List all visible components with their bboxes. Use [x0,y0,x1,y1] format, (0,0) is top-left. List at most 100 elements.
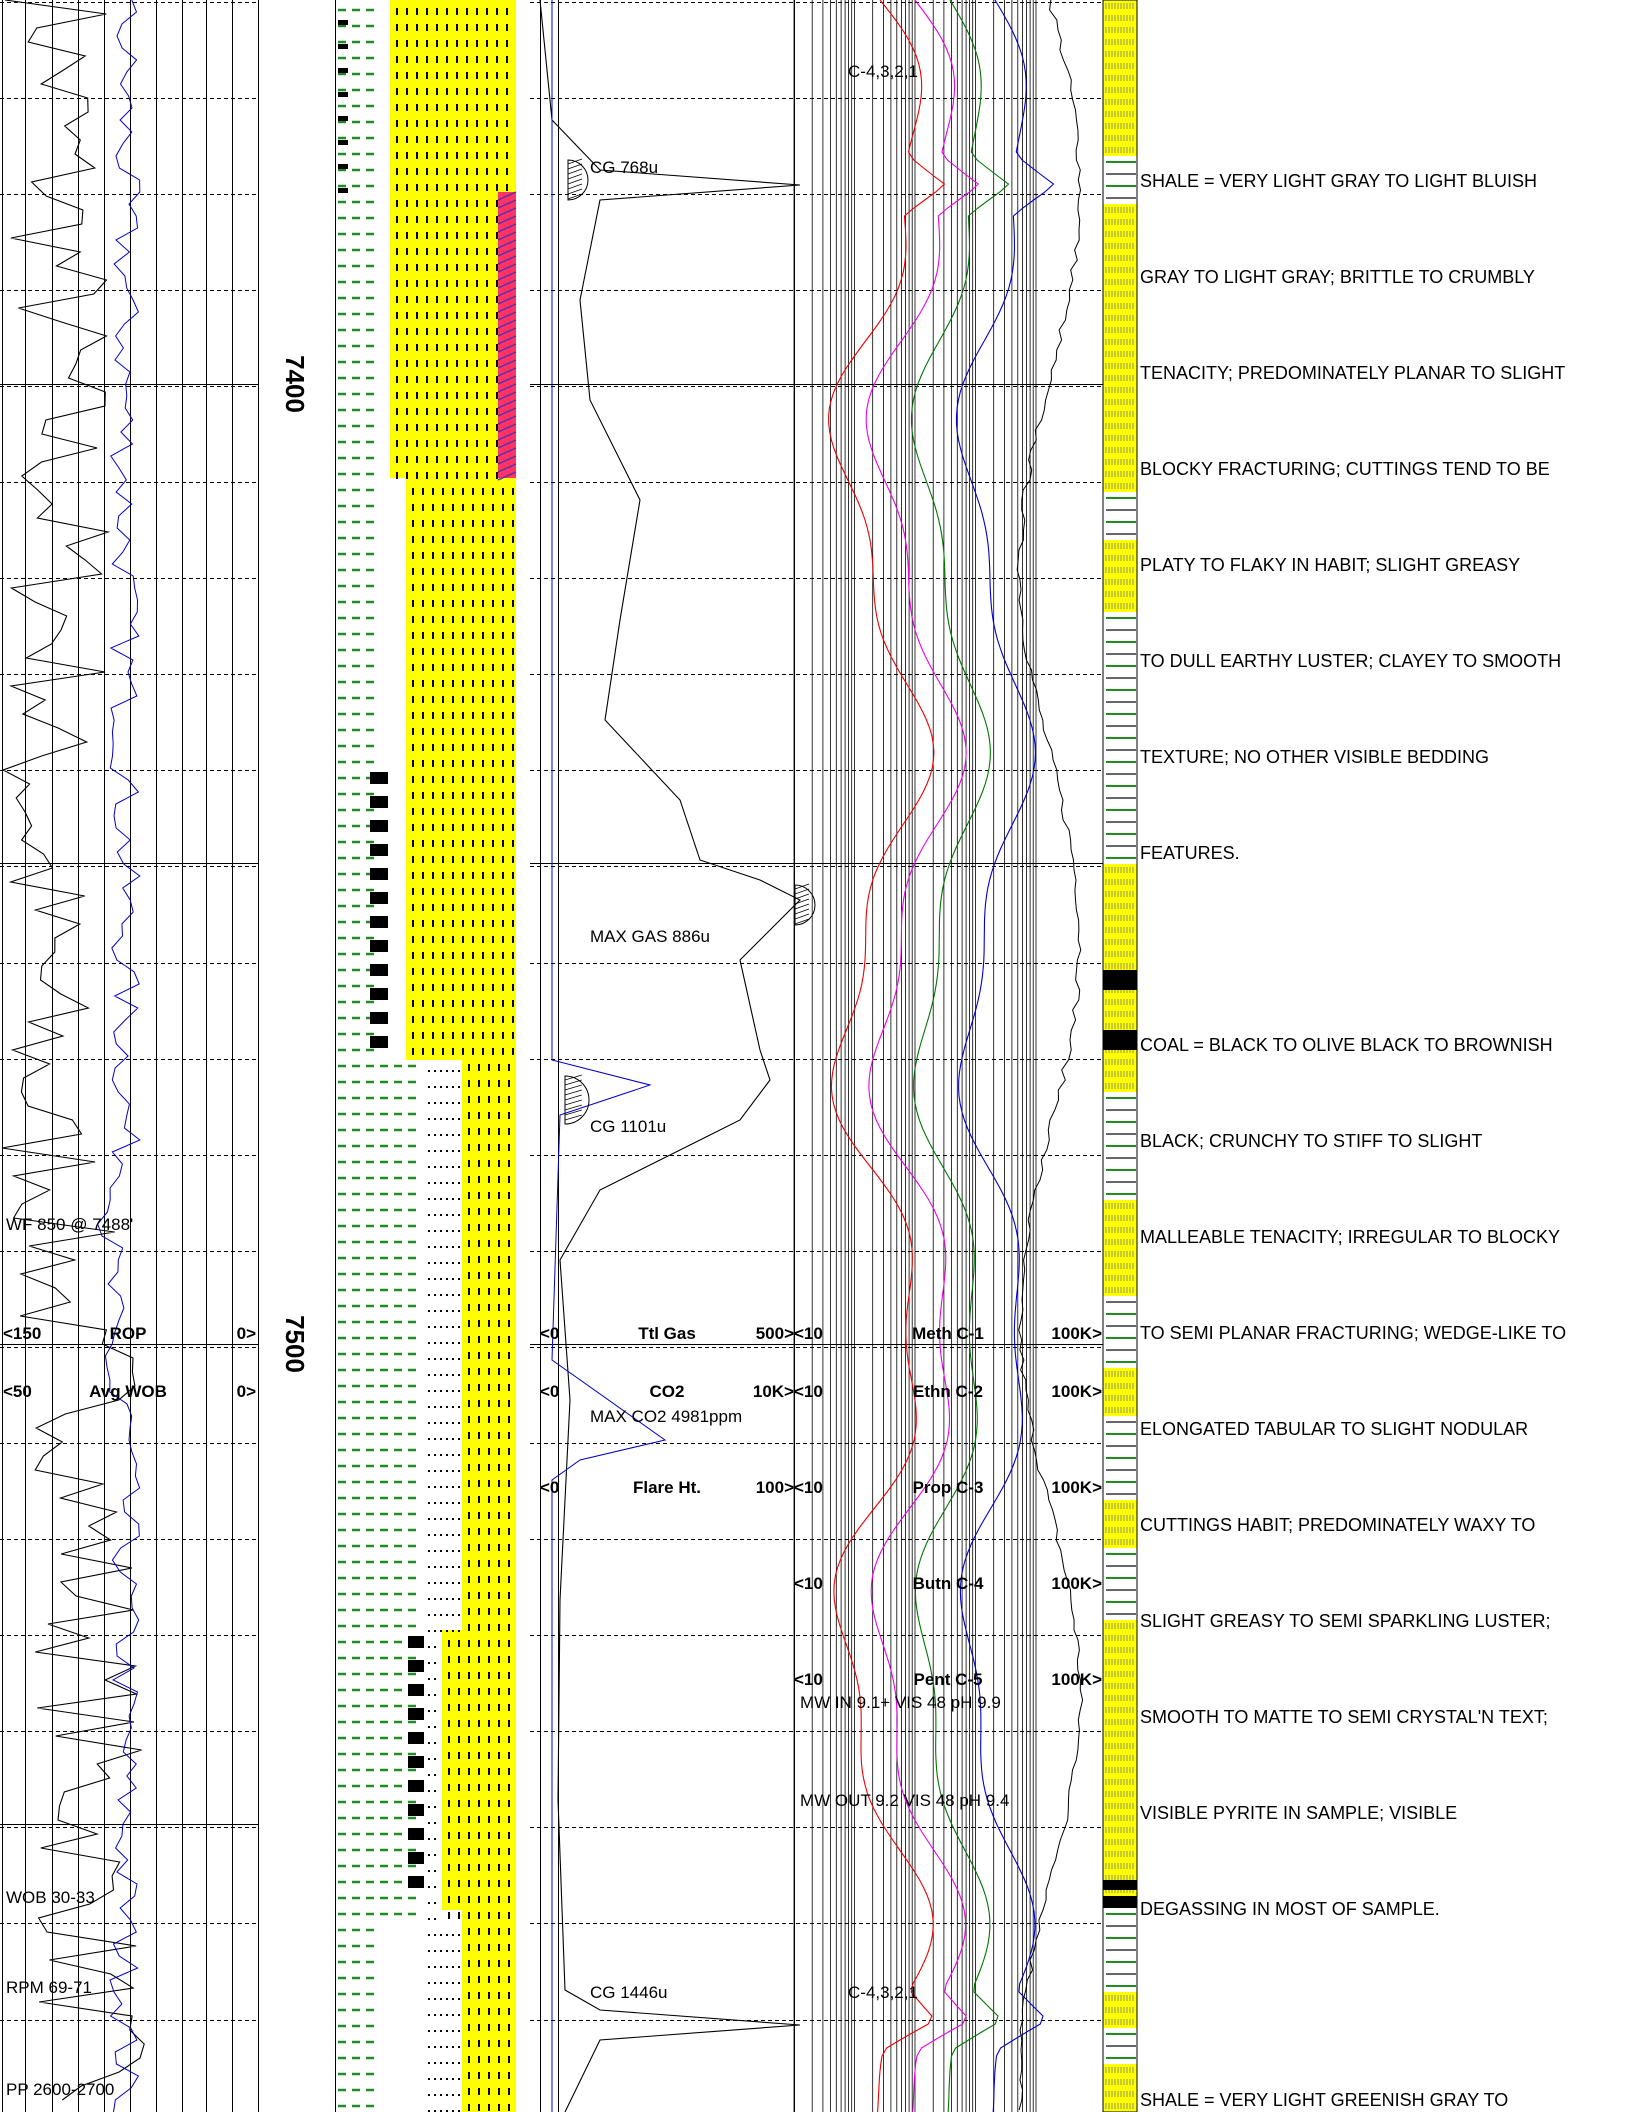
sand-dot [396,184,398,191]
sand-dot [442,1032,444,1039]
lithology-column [336,0,1138,2112]
strip-silt [1103,2016,1137,2028]
gas-show-hatch-line [794,908,810,915]
sand-dot [462,536,464,543]
sand-dot [446,472,448,479]
silt-dot [446,1182,448,1184]
sand-dot [436,120,438,127]
gas-annotation: MAX CO2 4981ppm [590,1407,742,1426]
sand-dot [468,1528,470,1535]
sand-dot [468,1416,470,1423]
sand-dot [426,136,428,143]
sand-dot [486,24,488,31]
sand-dot [498,1688,500,1695]
sand-dot [512,904,514,911]
sand-dot [442,1016,444,1023]
sand-dot [452,1048,454,1055]
sand-dot [462,936,464,943]
silt-dot [440,2094,442,2096]
coal-block [370,1036,388,1048]
sand-dot [476,56,478,63]
sand-dot [396,408,398,415]
sand-dot [508,1592,510,1599]
sand-dot [478,2104,480,2111]
sand-dot [502,968,504,975]
sand-dot [468,1448,470,1455]
sand-dot [492,616,494,623]
sand-dot [512,824,514,831]
sand-dot [492,584,494,591]
fracture-hatch [497,407,517,417]
sand-dot [478,1544,480,1551]
silt-dot [446,1438,448,1440]
sand-dot [396,72,398,79]
sand-dot [462,696,464,703]
sand-dot [446,408,448,415]
strip-silt [1103,1764,1137,1776]
sand-dot [416,424,418,431]
silt-dot [458,2078,460,2080]
silt-dot [428,1278,430,1280]
silt-dot [458,1518,460,1520]
sand-dot [476,424,478,431]
sand-dot [488,1240,490,1247]
sand-dot [478,1192,480,1199]
sand-dot [472,488,474,495]
sand-dot [432,744,434,751]
sand-dot [508,1976,510,1983]
sand-dot [406,344,408,351]
sand-dot [472,648,474,655]
strip-silt [1103,1020,1137,1032]
sand-dot [492,1016,494,1023]
sand-dot [468,1736,470,1743]
sand-dot [472,712,474,719]
strip-silt [1103,240,1137,252]
sand-dot [476,168,478,175]
sand-dot [458,1688,460,1695]
sand-dot [488,2056,490,2063]
sand-dot [466,168,468,175]
sand-dot [498,1976,500,1983]
sand-dot [468,1656,470,1663]
sand-dot [488,1256,490,1263]
sand-dot [446,456,448,463]
sand-dot [468,1800,470,1807]
strip-silt [1103,1080,1137,1092]
sand-dot [412,872,414,879]
sand-dot [406,424,408,431]
sand-dot [466,24,468,31]
sand-dot [416,296,418,303]
sand-dot [512,728,514,735]
sand-dot [508,1560,510,1567]
sand-dot [442,584,444,591]
scale-name: Ttl Gas [638,1324,696,1343]
sand-dot [406,88,408,95]
sand-dot [498,1304,500,1311]
strip-silt [1103,1512,1137,1524]
sand-dot [458,1864,460,1871]
sand-dot [452,520,454,527]
sand-dot [452,984,454,991]
sand-dot [416,136,418,143]
strip-silt [1103,444,1137,456]
sand-dot [436,248,438,255]
sand-dot [508,1064,510,1071]
sand-dot [478,2008,480,2015]
silt-dot [446,2094,448,2096]
sand-dot [486,312,488,319]
sand-dot [492,856,494,863]
silt-dot [440,1966,442,1968]
sand-dot [396,40,398,47]
sand-dot [406,72,408,79]
sand-dot [488,2040,490,2047]
silt-dot [452,2062,454,2064]
sand-dot [508,1496,510,1503]
silt-dot [434,1454,436,1456]
silt-dot [446,2110,448,2112]
sand-dot [502,680,504,687]
sand-dot [432,1000,434,1007]
sand-dot [436,24,438,31]
sand-dot [446,264,448,271]
strip-silt [1103,1752,1137,1764]
sand-dot [498,1336,500,1343]
